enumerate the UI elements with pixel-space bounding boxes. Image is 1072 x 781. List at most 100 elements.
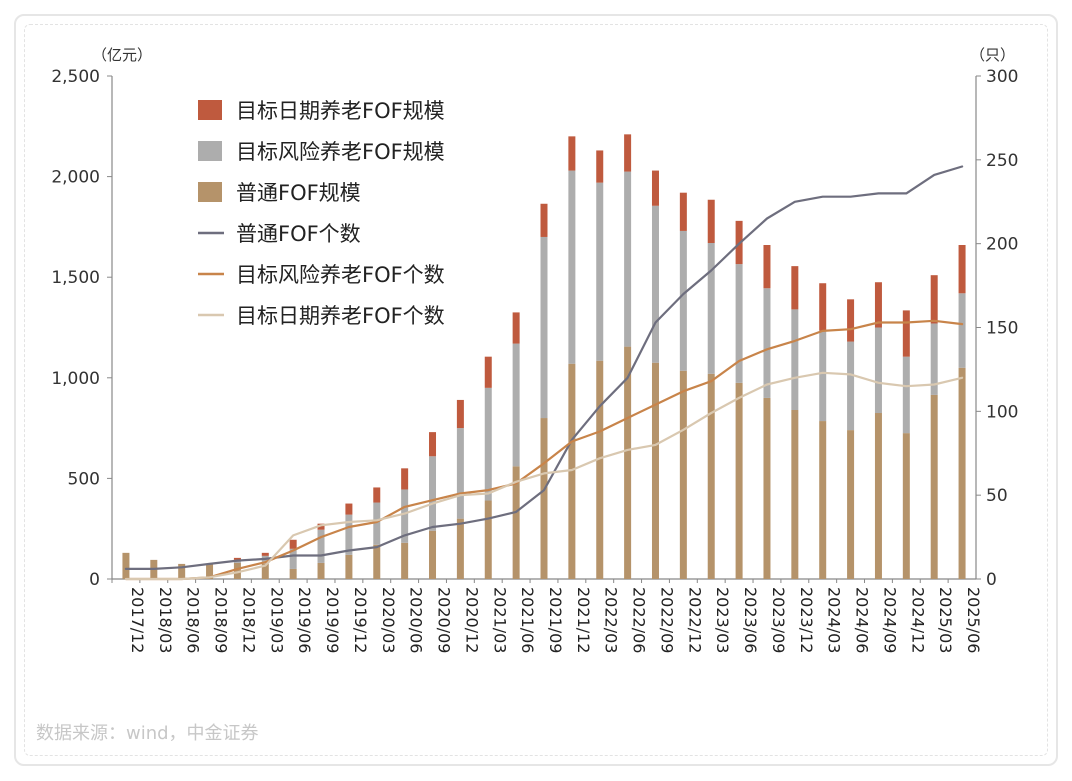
- bar-target-date-size: [456, 399, 464, 429]
- bar-general-size: [707, 373, 715, 579]
- bar-general-size: [484, 500, 492, 579]
- bar-target-risk-size: [847, 341, 855, 431]
- bar-target-risk-size: [651, 205, 659, 363]
- bar-general-size: [206, 563, 214, 579]
- bar-target-risk-size: [373, 502, 381, 545]
- right-tick-label: 50: [986, 486, 1008, 506]
- bar-general-size: [624, 346, 632, 579]
- bar-general-size: [874, 413, 882, 579]
- bar-general-size: [596, 360, 604, 579]
- bar-target-risk-size: [763, 288, 771, 398]
- bar-target-risk-size: [874, 327, 882, 414]
- bar-target-date-size: [596, 150, 604, 183]
- x-tick-label: 2022/03: [602, 587, 621, 653]
- bar-general-size: [178, 563, 186, 579]
- x-tick-label: 2022/09: [657, 587, 676, 653]
- bar-general-size: [345, 554, 353, 579]
- bar-target-date-size: [624, 134, 632, 172]
- bar-target-date-size: [233, 557, 241, 560]
- bar-general-size: [401, 542, 409, 579]
- x-tick-label: 2020/12: [462, 587, 481, 653]
- left-tick-label: 500: [68, 469, 100, 489]
- bar-general-size: [233, 562, 241, 579]
- x-tick-label: 2025/06: [964, 587, 983, 653]
- x-tick-label: 2024/12: [908, 587, 927, 653]
- bar-target-date-size: [763, 245, 771, 289]
- bar-general-size: [847, 430, 855, 579]
- line-general-count: [124, 165, 964, 571]
- bar-general-size: [512, 466, 520, 579]
- left-unit-label: （亿元）: [92, 46, 152, 64]
- left-tick-label: 2,500: [51, 67, 100, 87]
- x-tick-label: 2019/09: [323, 587, 342, 653]
- bar-general-size: [568, 363, 576, 579]
- bar-general-size: [791, 409, 799, 579]
- bar-general-size: [317, 562, 325, 579]
- bar-target-date-size: [679, 192, 687, 231]
- bar-target-date-size: [568, 136, 576, 171]
- bar-target-date-size: [429, 432, 437, 457]
- bar-target-risk-size: [317, 529, 325, 563]
- bar-target-risk-size: [456, 428, 464, 519]
- bar-target-risk-size: [540, 236, 548, 419]
- left-tick-label: 1,000: [51, 369, 100, 389]
- bar-general-size: [679, 370, 687, 579]
- x-tick-label: 2024/03: [825, 587, 844, 653]
- bar-target-date-size: [651, 170, 659, 206]
- bar-target-date-size: [958, 245, 966, 294]
- bar-general-size: [735, 382, 743, 579]
- x-tick-label: 2021/06: [518, 587, 537, 653]
- bar-target-date-size: [484, 356, 492, 388]
- legend-swatch-bar: [198, 141, 222, 161]
- right-tick-label: 0: [986, 570, 997, 590]
- bar-target-risk-size: [345, 514, 353, 555]
- x-tick-label: 2022/06: [630, 587, 649, 653]
- x-tick-label: 2020/03: [379, 587, 398, 653]
- legend-label: 普通FOF个数: [236, 222, 361, 246]
- x-tick-label: 2023/09: [769, 587, 788, 653]
- x-tick-label: 2019/03: [267, 587, 286, 653]
- bar-target-risk-size: [624, 171, 632, 347]
- bar-target-date-size: [317, 523, 325, 530]
- x-tick-label: 2023/12: [797, 587, 816, 653]
- right-tick-label: 200: [986, 235, 1018, 255]
- x-tick-label: 2018/03: [156, 587, 175, 653]
- x-tick-label: 2019/12: [351, 587, 370, 653]
- left-tick-label: 2,000: [51, 168, 100, 188]
- bar-target-date-size: [373, 487, 381, 503]
- legend-label: 普通FOF规模: [236, 181, 361, 205]
- bar-target-risk-size: [568, 170, 576, 364]
- left-tick-label: 1,500: [51, 268, 100, 288]
- bar-target-date-size: [874, 282, 882, 328]
- bar-target-risk-size: [791, 309, 799, 410]
- bar-target-risk-size: [401, 489, 409, 543]
- bar-target-date-size: [540, 203, 548, 237]
- bar-target-date-size: [401, 468, 409, 490]
- chart-card: [14, 14, 1058, 766]
- bar-target-risk-size: [819, 330, 827, 422]
- bar-general-size: [819, 421, 827, 579]
- bar-target-date-size: [930, 275, 938, 324]
- left-tick-label: 0: [89, 570, 100, 590]
- right-tick-label: 150: [986, 319, 1018, 339]
- bar-target-date-size: [819, 283, 827, 331]
- bar-general-size: [540, 418, 548, 579]
- legend-label: 目标日期养老FOF规模: [236, 99, 445, 123]
- right-tick-label: 100: [986, 402, 1018, 422]
- bar-target-date-size: [345, 503, 353, 515]
- bar-target-risk-size: [679, 230, 687, 371]
- x-tick-label: 2024/09: [880, 587, 899, 653]
- right-unit-label: （只）: [970, 46, 1015, 64]
- bar-target-risk-size: [958, 293, 966, 368]
- x-tick-label: 2018/12: [239, 587, 258, 653]
- legend-swatch-bar: [198, 100, 222, 120]
- bar-general-size: [651, 362, 659, 579]
- legend-swatch-bar: [198, 182, 222, 202]
- source-note: 数据来源：wind，中金证券: [36, 723, 259, 744]
- bar-target-date-size: [512, 312, 520, 344]
- bar-target-risk-size: [902, 356, 910, 434]
- bar-general-size: [958, 367, 966, 579]
- bar-target-risk-size: [512, 343, 520, 467]
- bar-target-date-size: [261, 552, 269, 556]
